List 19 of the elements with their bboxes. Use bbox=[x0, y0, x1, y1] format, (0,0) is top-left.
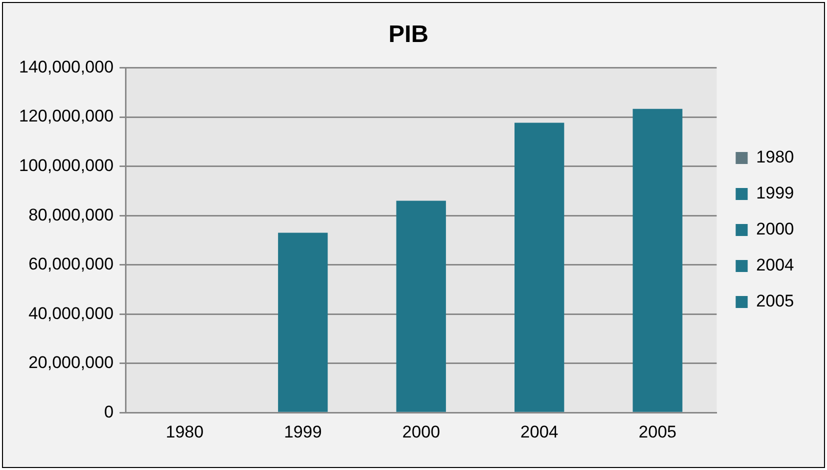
x-tick-label: 1980 bbox=[166, 422, 204, 442]
legend-label: 2000 bbox=[756, 220, 794, 239]
y-tick-label: 80,000,000 bbox=[28, 205, 114, 224]
x-tick-label: 1999 bbox=[284, 422, 322, 442]
y-tick-label: 100,000,000 bbox=[18, 156, 114, 175]
y-tick-label: 40,000,000 bbox=[28, 304, 114, 323]
y-tick-label: 60,000,000 bbox=[28, 254, 114, 274]
x-tick-label: 2004 bbox=[520, 422, 558, 442]
x-tick-label: 2005 bbox=[638, 422, 676, 442]
y-tick-label: 120,000,000 bbox=[18, 106, 114, 126]
legend-label: 2004 bbox=[756, 256, 794, 275]
y-tick-label: 140,000,000 bbox=[18, 57, 114, 76]
x-tick-label: 2000 bbox=[402, 422, 440, 442]
legend-label: 2005 bbox=[756, 292, 794, 311]
y-tick-label: 0 bbox=[104, 402, 114, 422]
chart-title: PIB bbox=[388, 21, 429, 48]
legend-label: 1999 bbox=[756, 184, 794, 203]
legend-label: 1980 bbox=[756, 148, 794, 167]
y-tick-label: 20,000,000 bbox=[28, 353, 114, 372]
